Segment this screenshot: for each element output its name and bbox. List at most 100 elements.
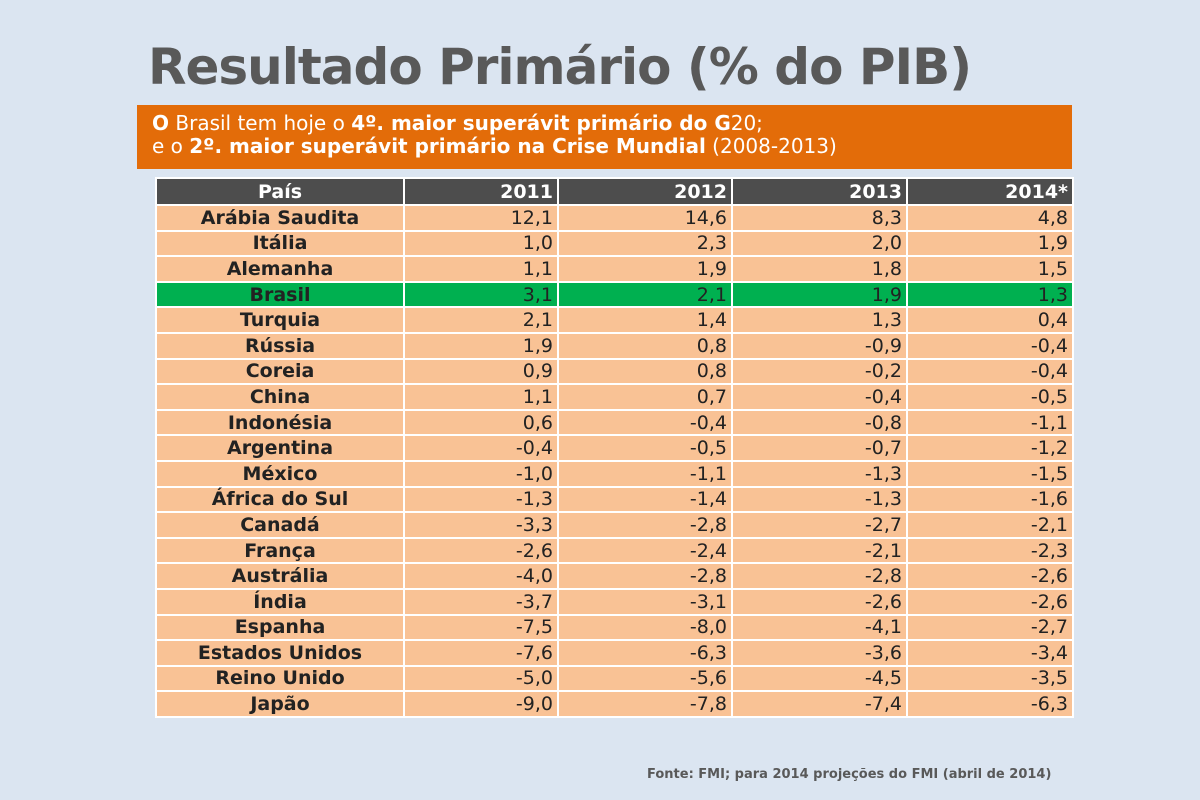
country-cell: Brasil xyxy=(155,280,405,309)
table-header-row: País 2011 2012 2013 2014* xyxy=(155,177,1074,206)
value-cell: 1,3 xyxy=(731,306,908,334)
value-cell: 1,1 xyxy=(403,255,559,283)
value-cell: -2,8 xyxy=(731,562,908,590)
country-cell: Indonésia xyxy=(155,408,405,437)
table-row: Japão -9,0 -7,8 -7,4 -6,3 xyxy=(155,690,1074,718)
table-row: China 1,1 0,7 -0,4 -0,5 xyxy=(155,383,1074,411)
value-cell: -1,5 xyxy=(906,459,1074,488)
value-cell: -3,1 xyxy=(557,587,733,616)
value-cell: -3,7 xyxy=(403,587,559,616)
country-cell: Índia xyxy=(155,587,405,616)
primary-result-table: País 2011 2012 2013 2014* Arábia Saudita… xyxy=(155,177,1074,718)
banner-text-segment: O xyxy=(152,111,170,135)
value-cell: -0,5 xyxy=(906,383,1074,411)
value-cell: -1,1 xyxy=(557,459,733,488)
value-cell: 0,7 xyxy=(557,383,733,411)
value-cell: -3,4 xyxy=(906,639,1074,667)
value-cell: -2,1 xyxy=(906,511,1074,539)
country-cell: Rússia xyxy=(155,331,405,360)
value-cell: -2,4 xyxy=(557,536,733,565)
value-cell: -2,6 xyxy=(403,536,559,565)
value-cell: -5,0 xyxy=(403,664,559,693)
value-cell: -2,8 xyxy=(557,562,733,590)
value-cell: 0,9 xyxy=(403,357,559,386)
table-row: Alemanha 1,1 1,9 1,8 1,5 xyxy=(155,255,1074,283)
value-cell: -0,2 xyxy=(731,357,908,386)
value-cell: -2,1 xyxy=(731,536,908,565)
value-cell: 4,8 xyxy=(906,204,1074,232)
source-note: Fonte: FMI; para 2014 projeções do FMI (… xyxy=(647,767,1052,782)
value-cell: -7,6 xyxy=(403,639,559,667)
table-row: Canadá -3,3 -2,8 -2,7 -2,1 xyxy=(155,511,1074,539)
value-cell: -2,7 xyxy=(906,613,1074,642)
value-cell: -8,0 xyxy=(557,613,733,642)
value-cell: 2,0 xyxy=(731,229,908,258)
value-cell: -0,4 xyxy=(731,383,908,411)
value-cell: -5,6 xyxy=(557,664,733,693)
banner-text-segment: 2º. maior superávit primário na Crise Mu… xyxy=(189,134,706,158)
value-cell: 1,9 xyxy=(403,331,559,360)
value-cell: -0,8 xyxy=(731,408,908,437)
country-cell: Argentina xyxy=(155,434,405,462)
value-cell: 1,5 xyxy=(906,255,1074,283)
value-cell: -0,4 xyxy=(557,408,733,437)
value-cell: -1,2 xyxy=(906,434,1074,462)
header-2011: 2011 xyxy=(403,177,559,206)
value-cell: -0,4 xyxy=(906,357,1074,386)
value-cell: 1,4 xyxy=(557,306,733,334)
table-row: Reino Unido -5,0 -5,6 -4,5 -3,5 xyxy=(155,664,1074,693)
country-cell: Espanha xyxy=(155,613,405,642)
value-cell: 0,8 xyxy=(557,331,733,360)
header-2012: 2012 xyxy=(557,177,733,206)
value-cell: 1,9 xyxy=(731,280,908,309)
value-cell: -1,3 xyxy=(731,485,908,514)
value-cell: -1,4 xyxy=(557,485,733,514)
table-row: Turquia 2,1 1,4 1,3 0,4 xyxy=(155,306,1074,334)
value-cell: -1,0 xyxy=(403,459,559,488)
value-cell: 1,0 xyxy=(403,229,559,258)
banner-text-segment: e o xyxy=(152,134,190,158)
table-row: França -2,6 -2,4 -2,1 -2,3 xyxy=(155,536,1074,565)
value-cell: -9,0 xyxy=(403,690,559,718)
value-cell: -0,5 xyxy=(557,434,733,462)
value-cell: -1,3 xyxy=(731,459,908,488)
header-country: País xyxy=(155,177,405,206)
country-cell: França xyxy=(155,536,405,565)
value-cell: 0,6 xyxy=(403,408,559,437)
banner-text-segment: Brasil tem hoje o xyxy=(169,111,352,135)
value-cell: 1,9 xyxy=(557,255,733,283)
value-cell: 8,3 xyxy=(731,204,908,232)
table-row: Brasil 3,1 2,1 1,9 1,3 xyxy=(155,280,1074,309)
table-row: África do Sul -1,3 -1,4 -1,3 -1,6 xyxy=(155,485,1074,514)
value-cell: 1,9 xyxy=(906,229,1074,258)
country-cell: Itália xyxy=(155,229,405,258)
table-row: Rússia 1,9 0,8 -0,9 -0,4 xyxy=(155,331,1074,360)
country-cell: Japão xyxy=(155,690,405,718)
table-row: Arábia Saudita 12,1 14,6 8,3 4,8 xyxy=(155,204,1074,232)
value-cell: -2,8 xyxy=(557,511,733,539)
value-cell: -1,1 xyxy=(906,408,1074,437)
country-cell: China xyxy=(155,383,405,411)
banner-line-1: O Brasil tem hoje o 4º. maior superávit … xyxy=(152,112,1072,135)
value-cell: -7,8 xyxy=(557,690,733,718)
country-cell: Canadá xyxy=(155,511,405,539)
table-row: México -1,0 -1,1 -1,3 -1,5 xyxy=(155,459,1074,488)
value-cell: -2,7 xyxy=(731,511,908,539)
table-row: Austrália -4,0 -2,8 -2,8 -2,6 xyxy=(155,562,1074,590)
value-cell: 14,6 xyxy=(557,204,733,232)
country-cell: Alemanha xyxy=(155,255,405,283)
value-cell: 2,3 xyxy=(557,229,733,258)
header-2013: 2013 xyxy=(731,177,908,206)
value-cell: 1,1 xyxy=(403,383,559,411)
table-row: Coreia 0,9 0,8 -0,2 -0,4 xyxy=(155,357,1074,386)
table-row: Espanha -7,5 -8,0 -4,1 -2,7 xyxy=(155,613,1074,642)
value-cell: 12,1 xyxy=(403,204,559,232)
country-cell: Turquia xyxy=(155,306,405,334)
value-cell: -0,4 xyxy=(403,434,559,462)
value-cell: 2,1 xyxy=(557,280,733,309)
value-cell: -2,3 xyxy=(906,536,1074,565)
country-cell: África do Sul xyxy=(155,485,405,514)
table-row: Estados Unidos -7,6 -6,3 -3,6 -3,4 xyxy=(155,639,1074,667)
banner-text-segment: 4º. maior superávit primário do G xyxy=(351,111,731,135)
value-cell: -2,6 xyxy=(906,587,1074,616)
